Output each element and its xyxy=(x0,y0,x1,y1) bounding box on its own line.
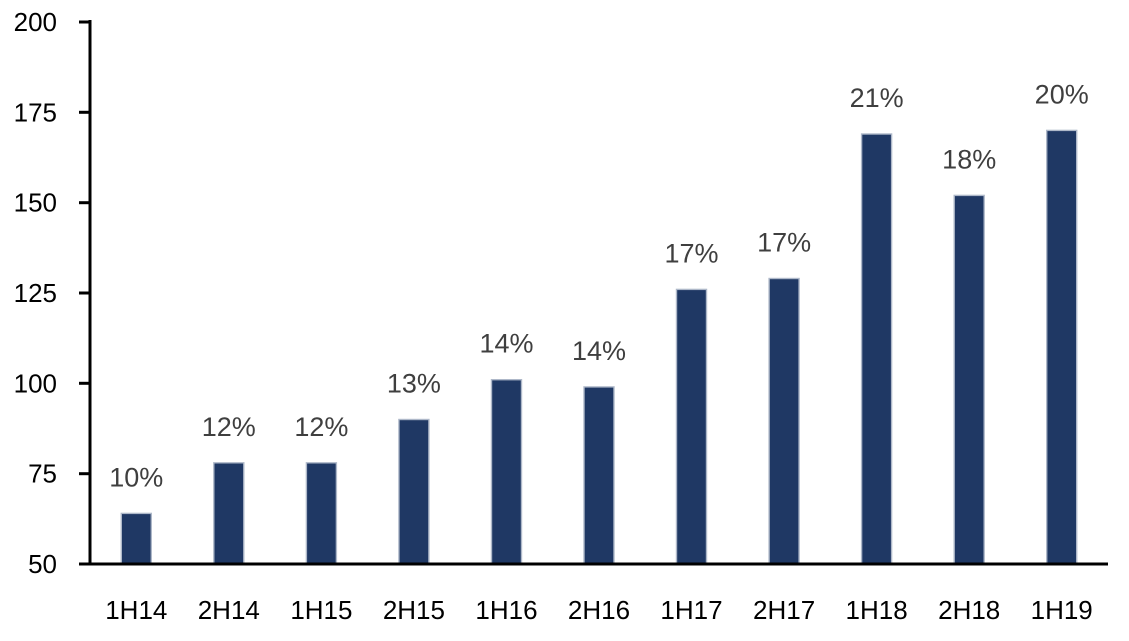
x-axis-label-1h18: 1H18 xyxy=(846,595,908,625)
bar-2h16 xyxy=(583,386,615,565)
bar-2h15 xyxy=(398,418,430,565)
y-axis-tick-label: 100 xyxy=(14,368,57,398)
y-axis-tick-label: 75 xyxy=(28,459,57,489)
y-axis-tick-label: 125 xyxy=(14,278,57,308)
bar-1h15 xyxy=(305,462,338,565)
x-axis-label-2h16: 2H16 xyxy=(568,595,630,625)
x-axis-label-1h14: 1H14 xyxy=(105,595,167,625)
x-axis-label-1h17: 1H17 xyxy=(660,595,722,625)
y-axis-tick-label: 50 xyxy=(28,549,57,579)
y-axis-tick-label: 200 xyxy=(14,7,57,37)
x-axis-label-2h14: 2H14 xyxy=(198,595,260,625)
bar-data-label-1h16: 14% xyxy=(479,329,533,359)
bar-data-label-1h15: 12% xyxy=(294,412,348,442)
y-axis-tick-label: 150 xyxy=(14,188,57,218)
bar-data-label-1h17: 17% xyxy=(664,238,718,268)
bar-data-label-1h18: 21% xyxy=(850,83,904,113)
bar-data-label-2h15: 13% xyxy=(387,369,441,399)
x-axis-label-2h17: 2H17 xyxy=(753,595,815,625)
x-axis-label-1h19: 1H19 xyxy=(1031,595,1093,625)
bar-data-label-2h17: 17% xyxy=(757,228,811,258)
bar-data-label-2h14: 12% xyxy=(202,412,256,442)
bar-1h16 xyxy=(490,379,523,565)
bar-1h14 xyxy=(120,512,153,565)
bar-1h17 xyxy=(675,288,708,565)
x-axis-label-1h16: 1H16 xyxy=(475,595,537,625)
bar-2h17 xyxy=(768,277,800,565)
bar-2h18 xyxy=(953,194,985,565)
y-axis-tick-label: 175 xyxy=(14,97,57,127)
bar-data-label-1h19: 20% xyxy=(1035,79,1089,109)
x-axis-label-2h15: 2H15 xyxy=(383,595,445,625)
x-axis-label-2h18: 2H18 xyxy=(938,595,1000,625)
bar-2h14 xyxy=(213,462,245,565)
bar-1h18 xyxy=(860,133,893,565)
bar-data-label-1h14: 10% xyxy=(109,462,163,492)
bar-data-label-2h16: 14% xyxy=(572,336,626,366)
x-axis-label-1h15: 1H15 xyxy=(290,595,352,625)
bar-1h19 xyxy=(1045,129,1078,565)
bar-data-label-2h18: 18% xyxy=(942,144,996,174)
